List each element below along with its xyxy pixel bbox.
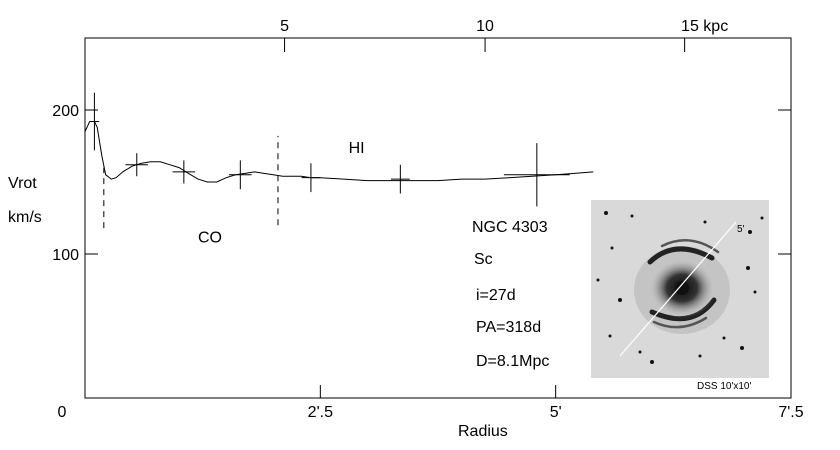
slit-line: [619, 221, 737, 357]
galaxy-info: NGC 4303 Sc i=27d PA=318d D=8.1Mpc: [472, 219, 549, 370]
error-point-0: [89, 92, 100, 151]
annotation-hi: HI: [349, 140, 365, 157]
y-axis-label-vrot: Vrot: [8, 175, 37, 192]
error-point-3: [229, 160, 252, 190]
info-line-0: NGC 4303: [472, 219, 548, 236]
info-line-3: PA=318d: [476, 319, 541, 336]
top-tick-label-1: 10: [476, 18, 494, 35]
info-line-1: Sc: [474, 251, 493, 268]
inset-caption: DSS 10'x10': [697, 381, 751, 392]
x-tick-label-2: 5': [550, 404, 562, 421]
annotation-co: CO: [198, 229, 222, 246]
info-line-2: i=27d: [476, 287, 516, 304]
error-bars: [89, 92, 570, 207]
error-point-4: [301, 163, 321, 193]
top-tick-label-0: 5: [280, 18, 289, 35]
galaxy-inset: 5' DSS 10'x10': [591, 200, 769, 392]
field-stars: [596, 211, 764, 364]
y-axis-label-units: km/s: [8, 209, 42, 226]
y-tick-label-1: 100: [52, 247, 79, 264]
axis-ticks: 0 2'.5 5' 7'.5 100 200 5 10 15 kpc: [52, 18, 803, 421]
x-axis-label: Radius: [458, 423, 508, 440]
x-tick-label-3: 7'.5: [778, 404, 803, 421]
info-line-4: D=8.1Mpc: [476, 353, 549, 370]
error-point-1: [125, 153, 149, 177]
error-point-2: [172, 160, 196, 184]
plot-frame: [84, 37, 792, 399]
slit-label: 5': [737, 224, 745, 235]
x-tick-label-0: 0: [58, 404, 67, 421]
y-tick-label-2: 200: [52, 103, 79, 120]
annotations: CO HI: [198, 140, 365, 246]
top-tick-label-2: 15 kpc: [681, 18, 728, 35]
error-point-5: [390, 164, 410, 194]
x-tick-label-1: 2'.5: [308, 404, 333, 421]
error-point-6: [503, 143, 570, 207]
dashed-markers: [103, 135, 279, 229]
